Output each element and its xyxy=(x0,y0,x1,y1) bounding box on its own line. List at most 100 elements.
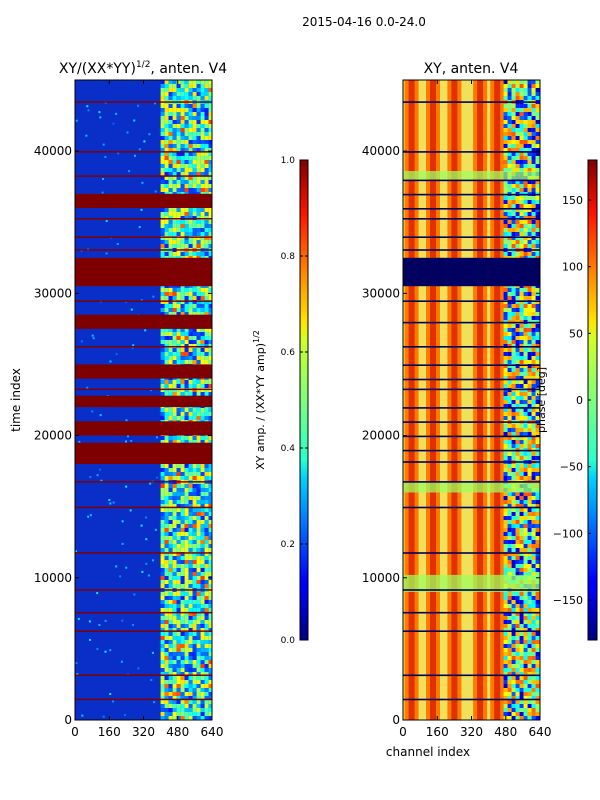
phase-cell xyxy=(511,620,516,624)
amplitude-cell xyxy=(168,132,173,136)
amplitude-cell xyxy=(176,168,181,172)
phase-cell xyxy=(519,620,524,624)
amplitude-cell xyxy=(168,696,173,700)
phase-cell xyxy=(531,628,536,632)
amplitude-cell xyxy=(184,484,189,488)
amplitude-speckle xyxy=(134,154,136,157)
amplitude-cell xyxy=(176,228,181,232)
amplitude-cell xyxy=(180,532,185,536)
amplitude-cell xyxy=(164,184,169,188)
amplitude-speckle xyxy=(143,140,146,143)
phase-cell xyxy=(527,396,532,400)
phase-cell xyxy=(515,396,520,400)
phase-cell xyxy=(511,168,516,172)
amplitude-cell xyxy=(204,628,209,632)
amplitude-cell xyxy=(160,652,165,656)
amplitude-cell xyxy=(168,236,173,240)
amplitude-cell xyxy=(160,692,165,696)
amplitude-cell xyxy=(180,520,185,524)
phase-cell xyxy=(531,252,536,256)
amplitude-cell xyxy=(168,640,173,644)
amplitude-cell xyxy=(188,384,193,388)
amplitude-cell xyxy=(160,556,165,560)
amplitude-cell xyxy=(184,504,189,508)
amplitude-cell xyxy=(168,112,173,116)
phase-cell xyxy=(507,336,512,340)
amplitude-cell xyxy=(168,188,173,192)
phase-colorbar-label: phase [deg] xyxy=(535,367,548,433)
amplitude-cell xyxy=(184,144,189,148)
phase-cell xyxy=(511,340,516,344)
phase-cell xyxy=(519,636,524,640)
amplitude-flagged-band xyxy=(75,193,212,208)
amplitude-cell xyxy=(168,172,173,176)
phase-cell xyxy=(515,560,520,564)
amplitude-cell xyxy=(184,212,189,216)
phase-cell xyxy=(511,132,516,136)
phase-cell xyxy=(531,636,536,640)
phase-cell xyxy=(507,116,512,120)
phase-cell xyxy=(531,520,536,524)
amplitude-cell xyxy=(168,384,173,388)
amplitude-cell xyxy=(192,560,197,564)
phase-cell xyxy=(515,596,520,600)
phase-cell xyxy=(515,120,520,124)
phase-cell xyxy=(523,676,528,680)
amplitude-cell xyxy=(192,708,197,712)
amplitude-cell xyxy=(184,632,189,636)
amplitude-cell xyxy=(184,596,189,600)
amplitude-cell xyxy=(196,132,201,136)
phase-cell xyxy=(515,636,520,640)
phase-cell xyxy=(515,232,520,236)
amplitude-cell xyxy=(160,484,165,488)
amplitude-cell xyxy=(180,408,185,412)
phase-cell xyxy=(523,612,528,616)
amplitude-cell xyxy=(184,488,189,492)
amplitude-cell xyxy=(164,176,169,180)
amplitude-cell xyxy=(180,660,185,664)
phase-cell xyxy=(523,440,528,444)
phase-cell xyxy=(527,552,532,556)
phase-cell xyxy=(531,148,536,152)
phase-cell xyxy=(511,188,516,192)
amplitude-cell xyxy=(204,80,209,84)
amplitude-cell xyxy=(188,180,193,184)
amplitude-cell xyxy=(180,92,185,96)
amplitude-cell xyxy=(208,704,212,708)
colorbar-tick-label: 0.2 xyxy=(281,540,295,550)
amplitude-cell xyxy=(200,188,205,192)
amplitude-cell xyxy=(176,600,181,604)
phase-cell xyxy=(507,308,512,312)
amplitude-cell xyxy=(176,472,181,476)
phase-cell xyxy=(535,360,540,364)
amplitude-cell xyxy=(164,288,169,292)
amplitude-cell xyxy=(160,440,165,444)
phase-cell xyxy=(535,128,540,132)
phase-cell xyxy=(507,452,512,456)
amplitude-cell xyxy=(164,300,169,304)
amplitude-cell xyxy=(168,484,173,488)
phase-cell xyxy=(535,604,540,608)
amplitude-cell xyxy=(184,164,189,168)
amplitude-cell xyxy=(172,292,177,296)
phase-cell xyxy=(531,684,536,688)
phase-cell xyxy=(531,572,536,576)
amplitude-heatmap-cells xyxy=(75,80,212,720)
phase-cell xyxy=(527,328,532,332)
amplitude-cell xyxy=(176,308,181,312)
amplitude-cell xyxy=(204,548,209,552)
amplitude-cell xyxy=(192,500,197,504)
phase-cell xyxy=(507,568,512,572)
amplitude-cell xyxy=(176,148,181,152)
amplitude-cell xyxy=(188,408,193,412)
amplitude-cell xyxy=(180,312,185,316)
phase-cell xyxy=(511,552,516,556)
amplitude-cell xyxy=(208,616,212,620)
amplitude-cell xyxy=(176,156,181,160)
amplitude-cell xyxy=(200,536,205,540)
phase-cell xyxy=(527,712,532,716)
amplitude-cell xyxy=(192,212,197,216)
phase-cell xyxy=(507,356,512,360)
phase-cell xyxy=(531,512,536,516)
phase-cell xyxy=(519,432,524,436)
